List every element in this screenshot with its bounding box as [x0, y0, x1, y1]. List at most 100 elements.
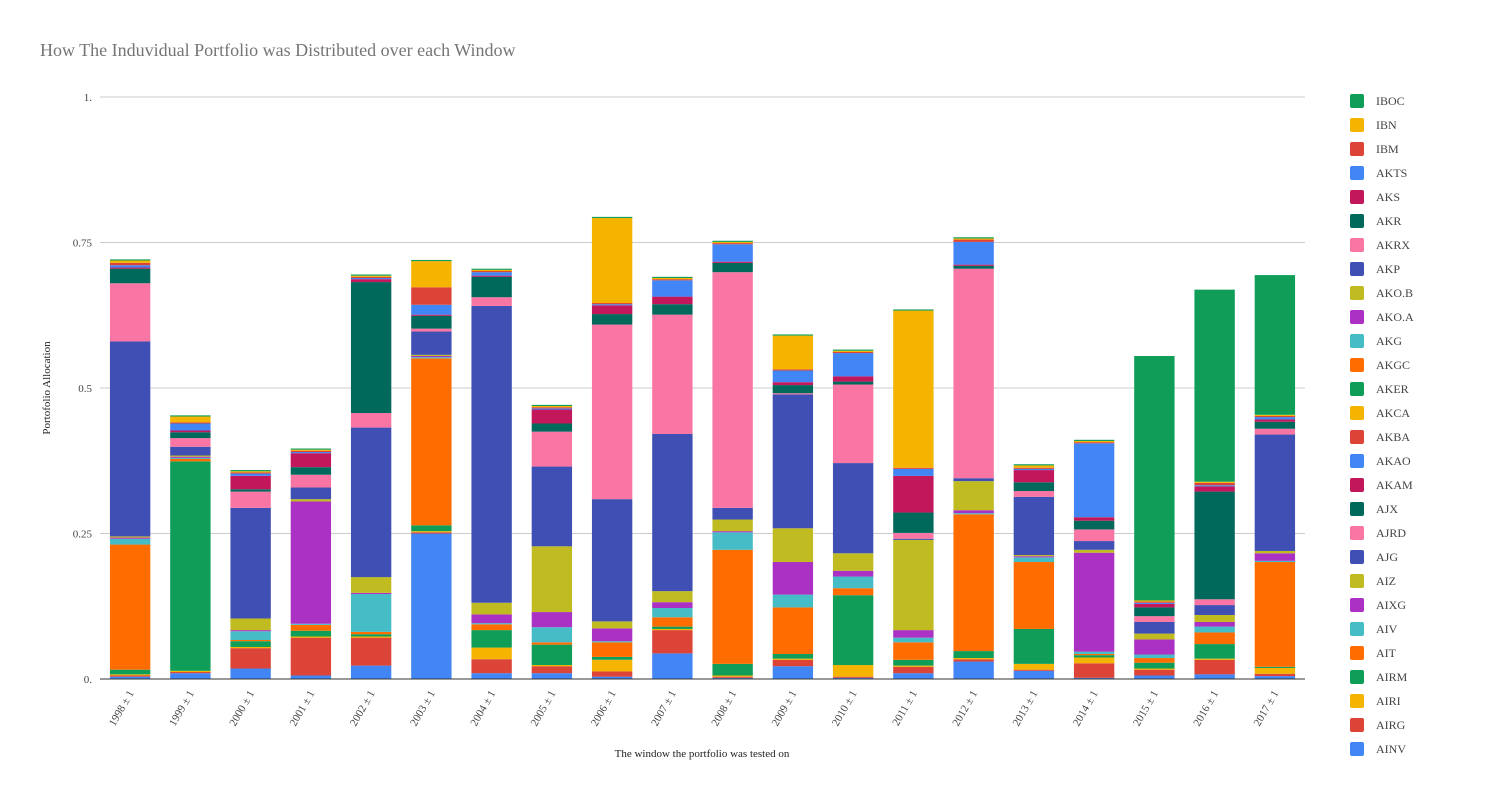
bar-segment-airg — [591, 671, 633, 677]
y-tick-label: 1. — [84, 92, 93, 104]
bar-segment-akba — [350, 276, 392, 279]
bar-segment-airi — [652, 628, 693, 631]
legend-label: AJX — [1376, 501, 1399, 516]
bar-segment-airm — [591, 656, 633, 660]
bar-segment-ajrd — [290, 474, 332, 488]
x-tick-label: 2009 ± 1 — [770, 689, 800, 729]
x-tick-label: 1999 ± 1 — [167, 689, 197, 729]
bar-segment-ait — [591, 642, 633, 657]
bar-segment-aiz — [1073, 549, 1115, 553]
bar-segment-ait — [893, 642, 934, 660]
bar-segment-akba — [591, 303, 633, 305]
bar-segment-ajx — [531, 423, 573, 432]
bar-segment-akca — [772, 335, 814, 370]
x-tick-label: 2008 ± 1 — [709, 689, 739, 729]
bar-segment-airm — [712, 663, 753, 676]
bar-segment-ajx — [893, 512, 934, 533]
bar-segment-ainv — [109, 676, 151, 679]
bar-segment-ainv — [531, 673, 573, 679]
bar-segment-aiv — [411, 357, 452, 359]
bar-segment-airm — [953, 651, 994, 659]
bar-segment-aiv — [591, 641, 633, 643]
bar-segment-akca — [350, 275, 392, 277]
legend-item: AKAO — [1350, 449, 1414, 473]
legend-item: AKO.B — [1350, 281, 1414, 305]
bar-segment-akba — [471, 271, 512, 273]
bar-segment-akam — [832, 376, 874, 382]
x-tick-label: 2002 ± 1 — [348, 689, 378, 729]
legend-swatch — [1350, 550, 1364, 564]
x-tick-label: 2015 ± 1 — [1131, 689, 1161, 729]
y-tick-label: 0. — [84, 674, 93, 686]
bar-segment-aiv — [1073, 651, 1115, 654]
bar-segment-airg — [1254, 673, 1296, 677]
bar-segment-akao — [531, 408, 573, 410]
bar-segment-ajg — [1194, 605, 1235, 615]
bar-segment-airi — [772, 658, 814, 660]
legend-label: AKBA — [1376, 429, 1411, 444]
bar-segment-airi — [170, 670, 211, 673]
legend-item: AIRI — [1350, 689, 1414, 713]
bar-segment-ajx — [591, 314, 633, 325]
bar-segment-akba — [531, 407, 573, 409]
bar-segment-ait — [953, 514, 994, 652]
legend-item: AKRX — [1350, 233, 1414, 257]
bar-stack — [531, 404, 573, 679]
bar-segment-ainv — [1254, 676, 1296, 679]
bar-segment-ajg — [591, 499, 633, 622]
bar-segment-akam — [170, 430, 211, 433]
bar-segment-ajx — [109, 268, 151, 284]
legend-item: IBM — [1350, 137, 1414, 161]
legend-item: IBOC — [1350, 89, 1414, 113]
bar-segment-ajx — [230, 489, 271, 492]
bar-segment-ajg — [893, 538, 934, 540]
bar-segment-ainv — [591, 676, 633, 679]
bar-segment-aiz — [712, 519, 753, 532]
bar-segment-aker — [531, 404, 573, 407]
bar-stack — [712, 240, 753, 679]
bar-segment-ajg — [531, 466, 573, 547]
bar-segment-akao — [170, 423, 211, 431]
legend-swatch — [1350, 190, 1364, 204]
bar-segment-aker — [953, 237, 994, 239]
bar-segment-aiz — [170, 455, 211, 457]
bar-segment-aiz — [531, 546, 573, 613]
bar-segment-ajrd — [953, 268, 994, 479]
bar-segment-ajx — [1013, 482, 1055, 492]
bar-segment-ait — [350, 631, 392, 635]
bar-segment-akca — [1073, 440, 1115, 443]
bar-segment-airg — [531, 666, 573, 674]
bar-segment-ainv — [290, 675, 332, 679]
bar-segment-airg — [832, 676, 874, 678]
bar-segment-akam — [1254, 419, 1296, 422]
bar-segment-akao — [1134, 602, 1175, 604]
legend-item: AIZ — [1350, 569, 1414, 593]
bar-segment-aixg — [772, 562, 814, 595]
legend-swatch — [1350, 94, 1364, 108]
bar-segment-aixg — [591, 628, 633, 642]
bar-segment-ait — [712, 549, 753, 664]
bar-segment-aiv — [531, 627, 573, 643]
bar-segment-akao — [893, 468, 934, 476]
bar-segment-aiv — [832, 576, 874, 589]
bar-segment-akam — [1073, 517, 1115, 521]
bar-segment-aker — [591, 216, 633, 219]
bar-segment-ait — [170, 459, 211, 462]
bar-segment-aixg — [712, 531, 753, 533]
bar-segment-aixg — [1013, 556, 1055, 558]
bar-segment-aiv — [109, 538, 151, 545]
chart-legend: IBOC IBN IBM AKTS AKS AKR AKRX AKP AKO.B AKO.A AKG… — [1350, 89, 1414, 761]
bar-segment-akam — [230, 475, 271, 490]
bar-segment-akam — [531, 409, 573, 424]
bar-segment-aiz — [230, 618, 271, 631]
bar-segment-akba — [712, 243, 753, 245]
bar-segment-ajg — [350, 427, 392, 578]
bar-segment-airi — [832, 665, 874, 677]
bar-segment-akao — [652, 280, 693, 297]
legend-item: AKBA — [1350, 425, 1414, 449]
bar-segment-aiz — [1013, 555, 1055, 557]
bar-segment-aiz — [471, 602, 512, 615]
chart-title: How The Induvidual Portfolio was Distrib… — [40, 40, 516, 60]
bar-segment-akao — [350, 278, 392, 280]
bar-segment-airi — [1254, 667, 1296, 674]
